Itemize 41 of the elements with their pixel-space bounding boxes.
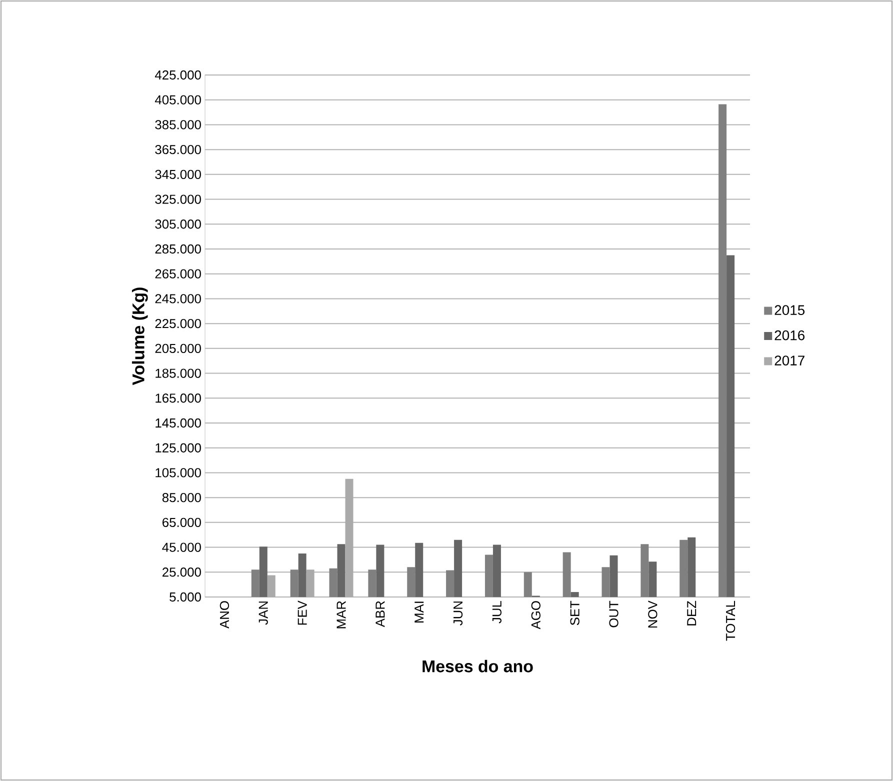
x-tick-label: MAI — [414, 602, 424, 622]
x-tick-label: AGO — [531, 601, 540, 630]
x-tick-label: FEV — [298, 600, 307, 625]
y-tick-label: 45.000 — [162, 542, 201, 552]
y-tick-label: 265.000 — [155, 269, 201, 278]
y-tick-label: 85.000 — [162, 492, 201, 502]
y-tick-label: 405.000 — [154, 95, 201, 104]
x-tick-label: TOTAL — [726, 600, 736, 641]
y-tick-label: 65.000 — [162, 518, 201, 528]
x-tick-label: ABR — [376, 601, 385, 628]
x-axis-title: Meses do ano — [422, 660, 533, 672]
y-tick-label: 305.000 — [155, 220, 201, 229]
y-tick-label: 205.000 — [155, 344, 201, 354]
legend-label: 2016 — [774, 330, 804, 340]
y-tick-label: 345.000 — [155, 170, 201, 180]
y-tick-label: 105.000 — [156, 468, 201, 478]
y-tick-label: 5.000 — [170, 592, 201, 602]
y-tick-label: 185.000 — [156, 368, 201, 378]
legend-label: 2017 — [774, 356, 804, 366]
x-tick-label: JUN — [454, 602, 463, 626]
y-tick-label: 325.000 — [155, 194, 201, 204]
x-tick-label: DEZ — [687, 600, 696, 626]
x-tick-label: NOV — [648, 600, 658, 628]
x-tick-label: JUL — [492, 600, 502, 624]
x-tick-label: ANO — [220, 601, 230, 629]
legend-label: 2015 — [774, 305, 805, 316]
y-tick-label: 285.000 — [155, 244, 201, 254]
y-tick-label: 25.000 — [162, 568, 201, 577]
y-tick-label: 385.000 — [155, 120, 201, 130]
x-tick-label: MAR — [336, 601, 346, 628]
y-tick-label: 425.000 — [154, 70, 201, 80]
y-tick-label: 245.000 — [155, 294, 201, 304]
y-tick-label: 365.000 — [155, 144, 201, 154]
y-tick-label: 225.000 — [155, 318, 201, 328]
x-tick-label: JAN — [258, 602, 268, 625]
y-tick-label: 165.000 — [156, 394, 201, 403]
x-tick-label: OUT — [609, 600, 618, 628]
y-axis-title: Volume (Kg) — [132, 288, 148, 386]
x-tick-label: SET — [570, 600, 580, 626]
y-tick-label: 145.000 — [156, 418, 201, 428]
y-tick-label: 125.000 — [156, 443, 201, 452]
